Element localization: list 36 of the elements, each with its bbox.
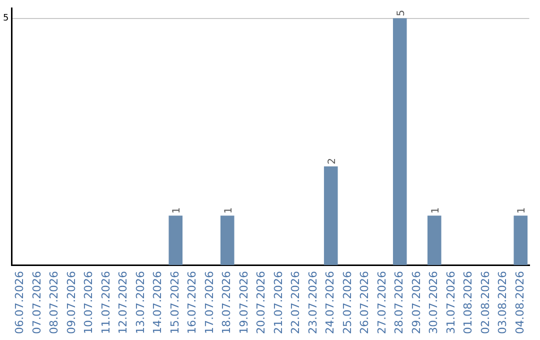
x-tick-label: 14.07.2026 [151, 271, 164, 334]
x-tick-label: 15.07.2026 [168, 271, 182, 334]
data-label: 2 [326, 158, 338, 164]
x-tick-label: 26.07.2026 [358, 271, 372, 334]
x-tick-label: 19.07.2026 [237, 271, 250, 334]
x-tick-label: 02.08.2026 [478, 271, 492, 334]
x-tick-label: 04.08.2026 [513, 271, 526, 334]
x-tick-label: 27.07.2026 [375, 271, 388, 334]
data-label: 1 [172, 207, 183, 214]
x-tick-label: 09.07.2026 [64, 271, 78, 334]
x-tick-label: 08.07.2026 [48, 271, 61, 334]
x-tick-label: 25.07.2026 [340, 271, 354, 334]
x-tick-label: 20.07.2026 [254, 271, 268, 334]
x-tick-label: 22.07.2026 [289, 271, 302, 334]
x-tick-label: 10.07.2026 [82, 271, 96, 334]
data-label: 1 [516, 207, 528, 214]
data-label: 5 [396, 10, 407, 16]
data-label: 1 [430, 207, 442, 214]
x-tick-label: 13.07.2026 [134, 271, 147, 334]
x-tick-label: 03.08.2026 [496, 271, 510, 334]
x-tick-label: 24.07.2026 [324, 271, 337, 334]
x-tick-label: 06.07.2026 [13, 271, 26, 334]
x-tick-label: 29.07.2026 [410, 271, 423, 334]
x-tick-label: 23.07.2026 [306, 271, 320, 334]
x-tick-label: 31.07.2026 [444, 271, 458, 334]
data-label: 1 [223, 207, 234, 214]
x-tick-label: 07.07.2026 [30, 271, 44, 334]
x-tick-label: 30.07.2026 [427, 271, 440, 334]
x-tick-label: 17.07.2026 [202, 271, 216, 334]
x-tick-label: 28.07.2026 [392, 271, 406, 334]
x-tick-label: 11.07.2026 [99, 271, 112, 334]
x-tick-label: 12.07.2026 [116, 271, 130, 334]
x-tick-label: 16.07.2026 [186, 271, 199, 334]
x-tick-label: 21.07.2026 [272, 271, 285, 334]
x-tick-label: 18.07.2026 [220, 271, 234, 334]
x-tick-label: 01.08.2026 [462, 271, 475, 334]
